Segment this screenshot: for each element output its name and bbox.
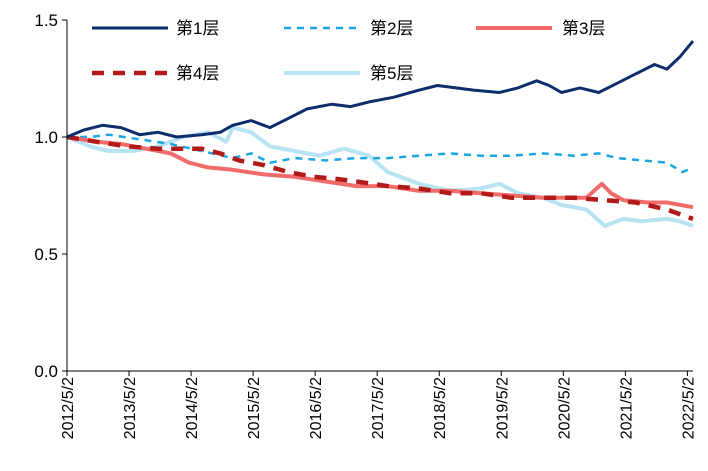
y-tick-label: 0.5 bbox=[34, 245, 58, 264]
x-tick-label: 2019/5/2 bbox=[494, 377, 511, 439]
legend-entry-3: 第3层 bbox=[476, 19, 605, 38]
x-tick-label: 2013/5/2 bbox=[122, 377, 139, 439]
legend-label-1: 第1层 bbox=[176, 19, 219, 38]
plot-area bbox=[66, 40, 695, 228]
series-line-4 bbox=[66, 134, 694, 222]
x-tick-label: 2015/5/2 bbox=[246, 377, 263, 439]
legend-entry-2: 第2层 bbox=[284, 19, 413, 38]
x-tick-label: 2018/5/2 bbox=[432, 377, 449, 439]
x-tick-label: 2020/5/2 bbox=[556, 377, 573, 439]
legend-label-3: 第3层 bbox=[562, 19, 605, 38]
legend-label-2: 第2层 bbox=[370, 19, 413, 38]
x-tick-label: 2021/5/2 bbox=[618, 377, 635, 439]
series-line-2 bbox=[67, 133, 694, 174]
legend-label-4: 第4层 bbox=[176, 64, 219, 83]
x-tick-label: 2016/5/2 bbox=[308, 377, 325, 439]
axes: 0.0 0.5 1.0 1.5 2012/5/2 2013/5/2 2014/5/2 2015… bbox=[34, 11, 697, 439]
x-tick-label: 2012/5/2 bbox=[60, 377, 77, 439]
legend: 第1层 第2层 第3层 第4层 第5层 bbox=[92, 19, 605, 83]
series-line-5 bbox=[66, 125, 694, 228]
x-tick-label: 2022/5/2 bbox=[680, 377, 697, 439]
y-tick-label: 0.0 bbox=[34, 362, 58, 381]
legend-label-5: 第5层 bbox=[370, 64, 413, 83]
legend-entry-5: 第5层 bbox=[284, 64, 413, 83]
y-tick-label: 1.5 bbox=[34, 11, 58, 30]
legend-entry-4: 第4层 bbox=[92, 64, 219, 83]
series-line-1 bbox=[66, 40, 695, 139]
x-tick-label: 2017/5/2 bbox=[370, 377, 387, 439]
y-tick-label: 1.0 bbox=[34, 128, 58, 147]
legend-entry-1: 第1层 bbox=[92, 19, 219, 38]
x-tick-label: 2014/5/2 bbox=[184, 377, 201, 439]
